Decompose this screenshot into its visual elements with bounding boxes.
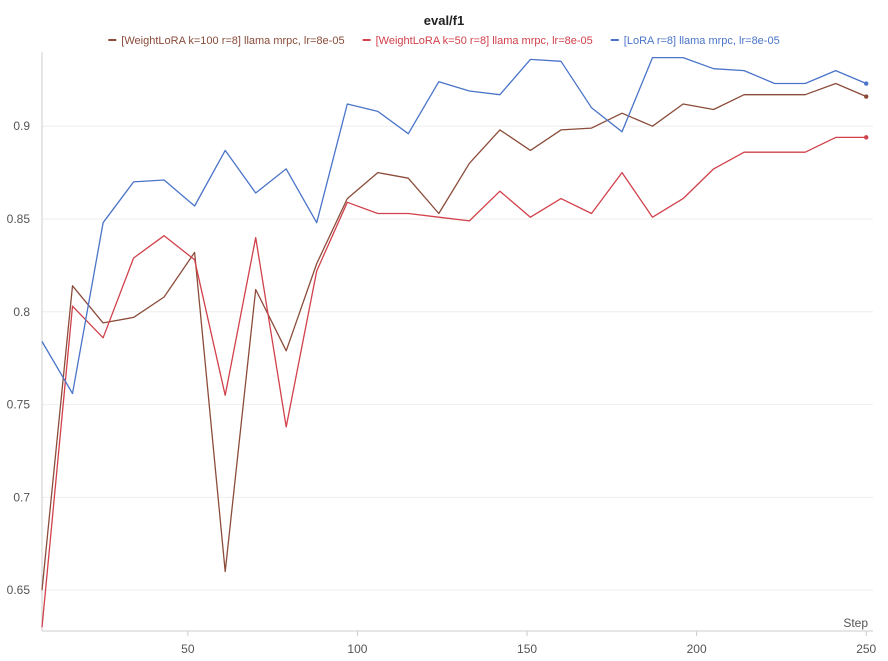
grid-lines: [42, 125, 873, 591]
legend-item-3[interactable]: [LoRA r=8] llama mrpc, lr=8e-05: [610, 35, 780, 47]
legend[interactable]: [WeightLoRA k=100 r=8] llama mrpc, lr=8e…: [108, 35, 780, 47]
y-tick-label: 0.65: [7, 583, 31, 597]
legend-item-1[interactable]: [WeightLoRA k=100 r=8] llama mrpc, lr=8e…: [108, 35, 345, 47]
series-line-2[interactable]: [41, 136, 867, 628]
legend-label: [WeightLoRA k=100 r=8] llama mrpc, lr=8e…: [121, 35, 344, 47]
y-tick-label: 0.8: [13, 305, 30, 319]
y-tick-label: 0.75: [7, 398, 31, 412]
x-axis-label: Step: [843, 616, 868, 630]
x-tick-label: 250: [856, 642, 876, 656]
x-tick-label: 150: [517, 642, 537, 656]
series-line-3[interactable]: [41, 56, 867, 395]
y-tick-label: 0.9: [13, 119, 30, 133]
legend-label: [WeightLoRA k=50 r=8] llama mrpc, lr=8e-…: [376, 35, 593, 47]
y-tick-label: 0.7: [13, 490, 30, 504]
chart-title: eval/f1: [424, 13, 464, 28]
x-tick-label: 50: [181, 642, 195, 656]
series-end-point-1: [864, 94, 869, 99]
y-tick-label: 0.85: [7, 212, 31, 226]
series-layer: [41, 56, 869, 628]
series-end-point-2: [864, 135, 869, 140]
series-line-1[interactable]: [41, 82, 867, 591]
legend-label: [LoRA r=8] llama mrpc, lr=8e-05: [624, 35, 780, 47]
x-tick-label: 100: [347, 642, 367, 656]
series-end-point-3: [864, 81, 869, 86]
legend-item-2[interactable]: [WeightLoRA k=50 r=8] llama mrpc, lr=8e-…: [362, 35, 593, 47]
x-tick-label: 200: [687, 642, 707, 656]
axes: 0.65 0.7 0.75 0.8 0.85 0.9 50 100 150 200 250: [7, 52, 877, 656]
